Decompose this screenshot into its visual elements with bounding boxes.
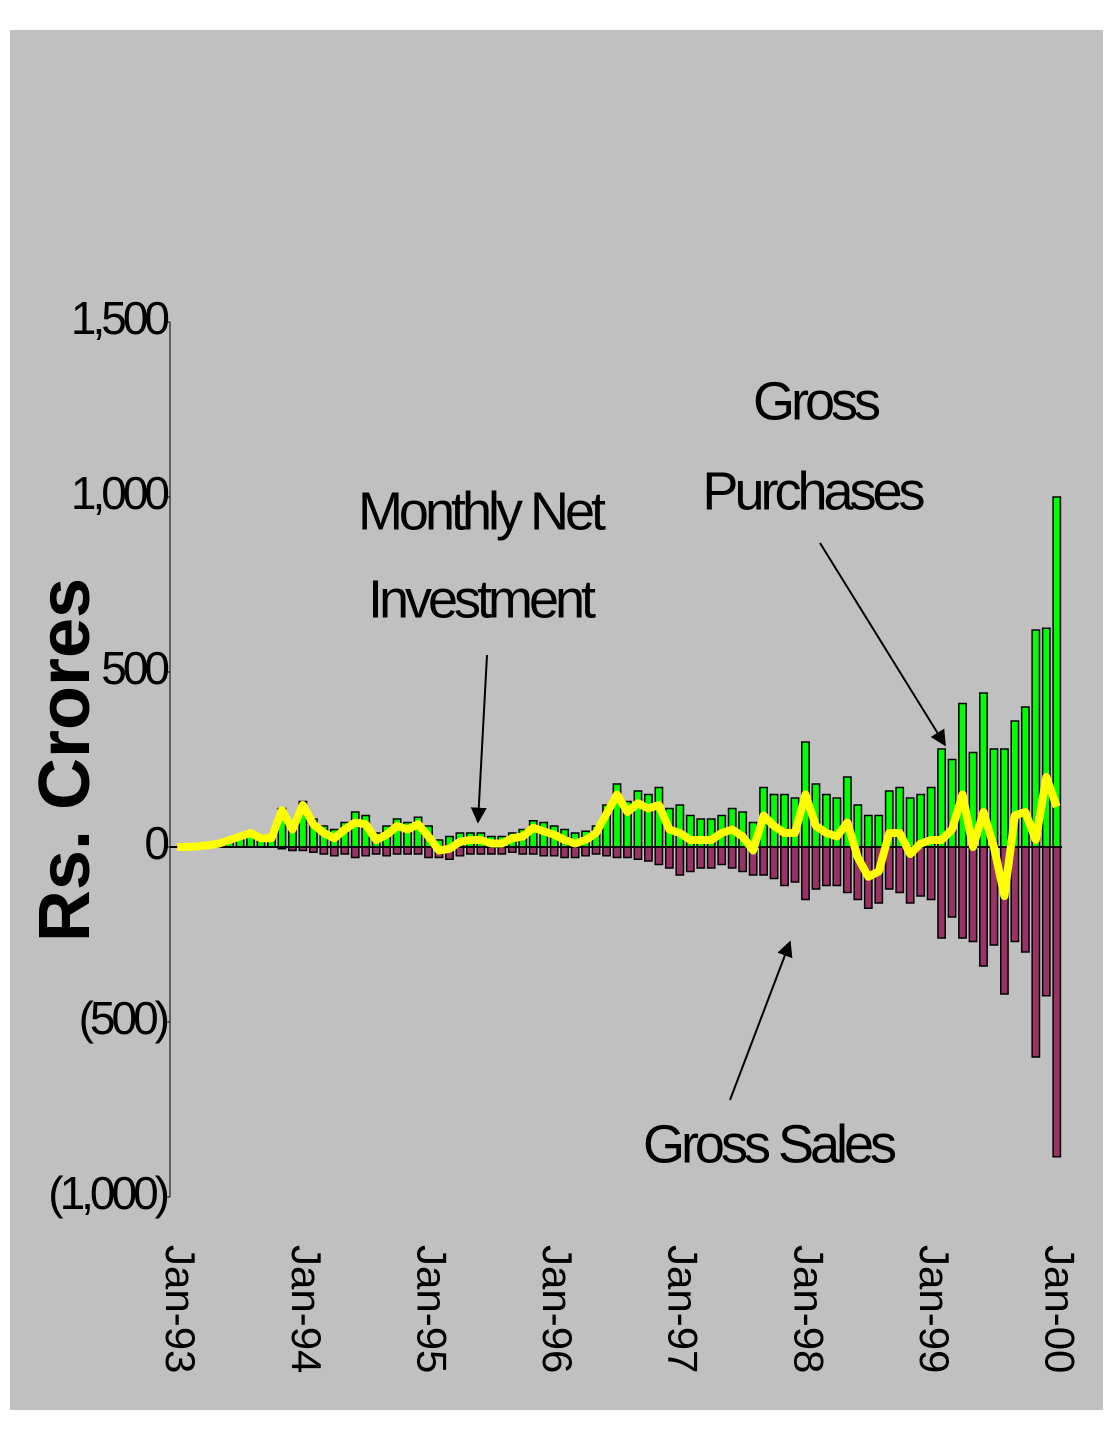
x-tick-label: Jan-99 [911,1245,958,1373]
x-tick-label: Jan-95 [408,1245,455,1373]
bar [968,846,978,943]
bar [958,846,967,939]
bar [1052,846,1062,1158]
bar [350,811,360,848]
y-tick-label: 1,000 [71,467,169,519]
bar [350,846,360,859]
x-tick-label: Jan-97 [660,1245,707,1373]
bar [643,846,653,862]
bar [413,846,423,855]
x-tick-label: Jan-00 [1037,1245,1084,1373]
annotation: Gross [753,371,880,431]
background [10,30,1103,1410]
bar [570,846,580,859]
bar [706,846,716,869]
bar [801,846,810,901]
bar [319,846,329,855]
arrow [470,654,488,824]
bar [1031,846,1041,1058]
bar [842,846,852,894]
bar [361,846,371,857]
bar [696,846,706,869]
bar [424,846,433,859]
y-tick-label: 1,500 [71,292,169,344]
bar [832,846,842,887]
bar [769,846,779,880]
bar [581,846,591,857]
bar [947,846,957,918]
bar [685,846,695,873]
bar [518,846,528,855]
bar [476,846,486,855]
bar [675,804,685,848]
annotation: Purchases [702,461,924,521]
net-line [177,773,1061,900]
bar [675,846,685,876]
bar [643,793,653,848]
bar [999,748,1009,848]
bar [539,846,549,857]
plot-area: (1,000) (500) 0 500 1,000 1,500 Jan-93 Jan-94 Ja… [48,292,1083,1373]
bar [329,846,339,857]
bar [591,846,601,855]
x-tick-label: Jan-96 [534,1245,581,1373]
bar [790,846,800,883]
bar [759,846,769,876]
bar [780,846,789,887]
bar [340,846,350,855]
annotation: Monthly Net [358,481,606,541]
bar [392,846,402,855]
bar [916,846,926,897]
x-tick-label: Jan-94 [283,1245,330,1373]
y-tick-label: 500 [101,642,168,694]
bar [821,846,831,887]
bar [633,846,643,860]
y-axis-title: Rs. Crores [25,578,105,942]
bar [1041,846,1051,997]
bar [602,846,611,857]
bar [979,846,988,967]
annotation: Investment [368,569,596,629]
bar [528,846,538,855]
bar [937,846,947,939]
bar [811,846,821,890]
y-tick-label: (500) [79,992,168,1044]
bar [664,846,674,869]
bar [905,797,915,848]
bar [486,846,496,855]
bar [612,846,622,859]
bar [738,846,748,873]
annotation: Gross Sales [643,1114,896,1174]
bar [455,846,465,857]
bar [926,846,936,901]
bar [780,793,789,848]
bar [874,814,884,848]
bar [1020,846,1030,953]
bar [382,846,392,857]
y-tick-label: 0 [144,817,168,869]
bar [403,846,413,855]
y-tick-label: (1,000) [48,1167,167,1219]
bar [895,846,905,894]
bar [497,846,507,855]
bar [821,793,831,848]
x-tick-label: Jan-93 [157,1245,204,1373]
bar [654,846,664,866]
x-tick-label: Jan-98 [785,1245,832,1373]
bar [727,846,737,869]
bar [717,846,727,866]
bar [465,846,475,855]
bar [560,846,570,859]
bar [623,846,632,859]
bar [371,846,381,855]
arrow [819,542,946,747]
bar [863,814,873,848]
bar [549,846,559,857]
arrow [729,940,793,1101]
